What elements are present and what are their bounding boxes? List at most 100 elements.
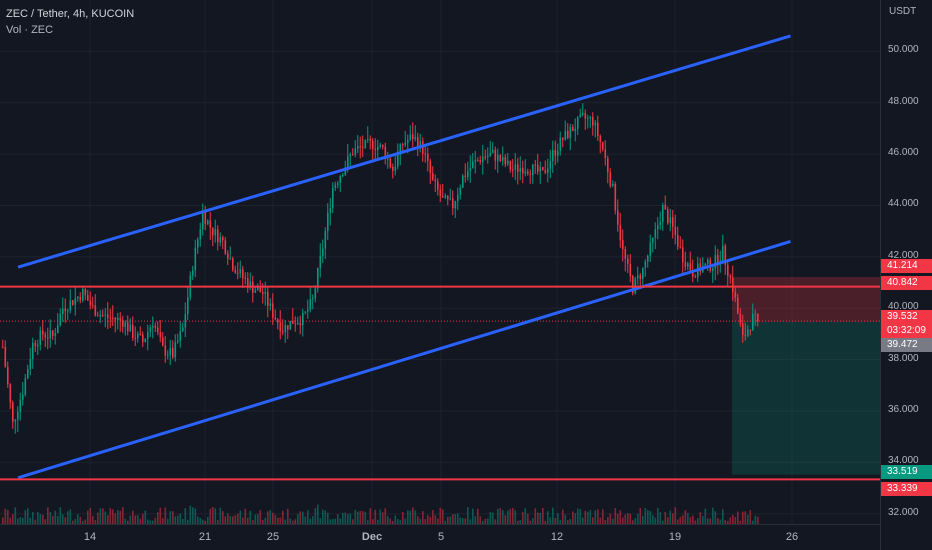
candle-body: [104, 314, 107, 316]
volume-bar: [47, 507, 49, 524]
volume-bar: [284, 519, 287, 524]
volume-bar: [507, 510, 509, 524]
candle-body: [129, 324, 132, 332]
candle-body: [617, 210, 619, 225]
volume-bar: [337, 514, 339, 524]
candle-body: [344, 167, 347, 176]
volume-bar: [254, 514, 257, 524]
candle-body: [292, 321, 294, 324]
volume-bar: [334, 518, 337, 524]
candle-body: [97, 315, 99, 317]
volume-bar: [269, 509, 272, 524]
candle-body: [49, 330, 52, 339]
candle-body: [432, 173, 434, 180]
volume-bar: [399, 520, 402, 524]
candle-body: [312, 298, 314, 300]
volume-bar: [339, 518, 342, 524]
volume-bar: [89, 507, 92, 524]
candlestick-series: [2, 103, 759, 434]
candle-body: [79, 296, 82, 301]
candle-body: [372, 140, 374, 150]
candle-body: [367, 139, 369, 141]
symbol-title[interactable]: ZEC / Tether, 4h, KUCOIN: [6, 8, 135, 20]
take-profit-zone: [732, 321, 880, 475]
candle-body: [464, 175, 467, 177]
candle-body: [177, 340, 179, 343]
volume-bar: [487, 518, 489, 524]
short-position-tool[interactable]: [0, 277, 880, 475]
volume-bar: [187, 519, 189, 524]
volume-bar: [589, 510, 592, 524]
volume-bar: [52, 515, 54, 524]
volume-bar: [7, 510, 9, 524]
volume-bar: [97, 512, 99, 524]
volume-bar: [69, 509, 72, 524]
volume-bar: [252, 520, 254, 524]
candle-body: [52, 330, 54, 336]
volume-bar: [232, 516, 234, 524]
volume-bar: [624, 514, 627, 524]
candle-body: [444, 195, 447, 198]
candle-body: [707, 259, 709, 264]
candle-body: [704, 263, 707, 266]
volume-bar: [342, 512, 344, 524]
candle-body: [687, 263, 689, 267]
candle-body: [29, 359, 32, 370]
candle-body: [89, 300, 92, 306]
volume-bar: [264, 517, 267, 524]
price-axis-tag: 39.532 03:32:09: [881, 310, 932, 338]
volume-bar: [522, 512, 524, 524]
stop-loss-zone: [732, 277, 880, 322]
volume-bar: [59, 507, 62, 524]
candle-body: [474, 160, 477, 162]
drawing-lines[interactable]: [0, 34, 880, 481]
volume-bar: [29, 517, 32, 524]
candle-body: [74, 298, 77, 305]
candle-body: [374, 149, 377, 151]
candle-body: [682, 247, 684, 263]
volume-bar: [519, 519, 522, 524]
candle-body: [729, 275, 732, 278]
volume-bar: [217, 520, 219, 524]
volume-bar: [262, 519, 264, 524]
price-unit-label[interactable]: USDT: [889, 6, 917, 17]
volume-bar: [102, 508, 104, 524]
volume-bar: [12, 514, 14, 524]
volume-legend[interactable]: Vol · ZEC: [6, 24, 54, 36]
volume-bar: [619, 510, 622, 524]
volume-bar: [732, 514, 734, 524]
price-chart[interactable]: [0, 0, 880, 524]
volume-bar: [464, 518, 467, 524]
volume-bar: [604, 520, 607, 524]
volume-bar: [414, 510, 417, 524]
volume-bar: [257, 514, 259, 524]
candle-body: [199, 229, 202, 240]
volume-bar: [54, 510, 57, 524]
candle-body: [204, 212, 207, 225]
candle-body: [407, 139, 409, 143]
candle-body: [569, 126, 572, 138]
volume-bar: [714, 511, 717, 524]
candle-body: [77, 296, 79, 299]
candle-body: [354, 148, 357, 155]
volume-bar: [134, 515, 137, 524]
candle-body: [314, 288, 317, 299]
volume-bar: [112, 509, 114, 524]
candle-body: [624, 249, 627, 259]
candle-body: [262, 292, 264, 294]
volume-bar: [234, 515, 237, 524]
candle-body: [589, 117, 592, 119]
volume-bar: [717, 518, 719, 524]
candle-body: [679, 246, 682, 248]
volume-bar: [157, 512, 159, 524]
volume-bar: [404, 518, 407, 524]
candle-body: [449, 198, 452, 200]
volume-bar: [689, 517, 692, 524]
volume-bar: [357, 511, 359, 524]
volume-bar: [567, 520, 569, 524]
volume-bar: [107, 515, 109, 524]
candle-body: [467, 171, 469, 177]
candle-body: [272, 303, 274, 318]
volume-bar: [459, 517, 462, 524]
volume-bar: [74, 518, 77, 524]
